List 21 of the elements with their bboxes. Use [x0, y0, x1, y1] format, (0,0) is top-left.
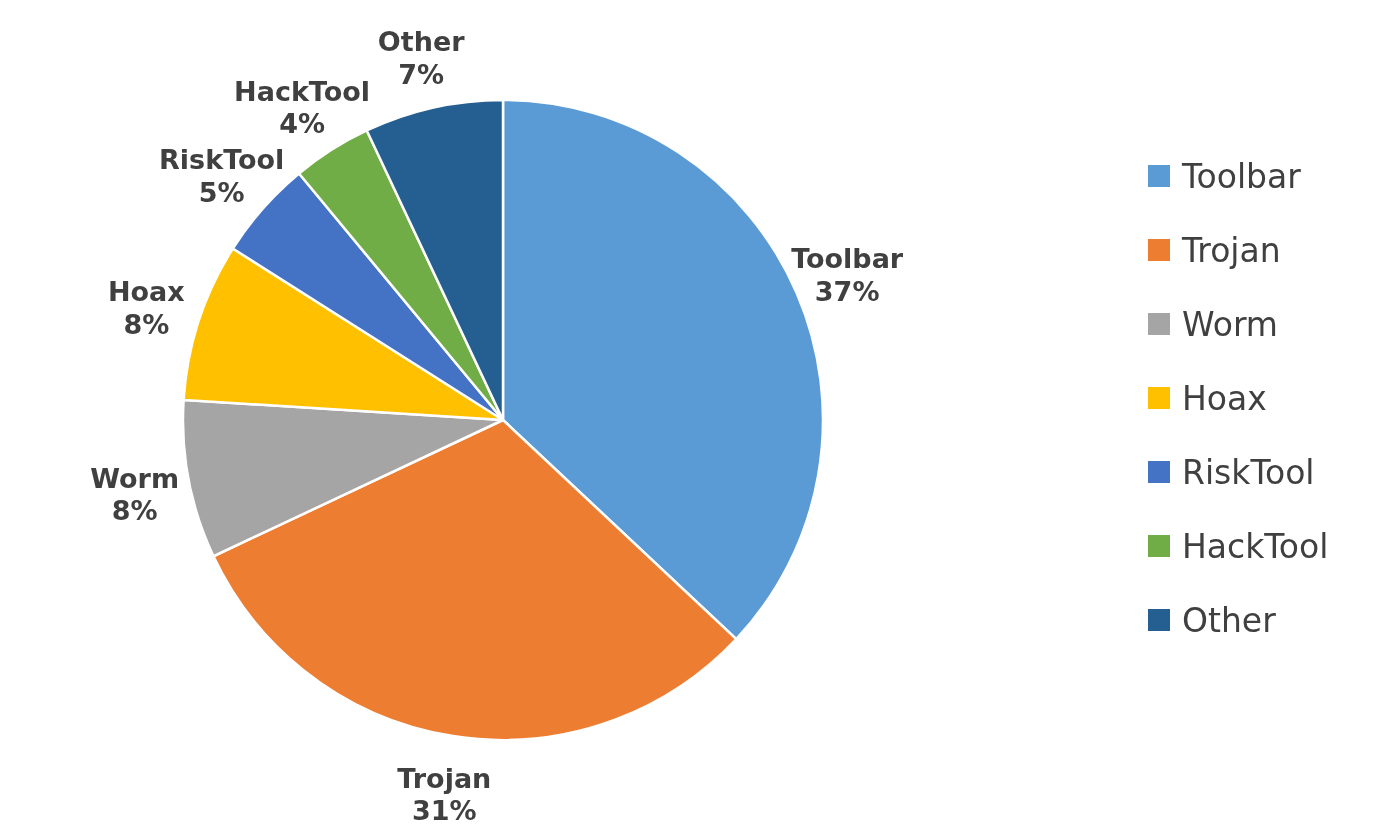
data-label: 5%	[198, 176, 245, 208]
legend-label: RiskTool	[1182, 453, 1315, 492]
slice-label: Hoax	[107, 276, 185, 308]
legend-label: Toolbar	[1181, 157, 1302, 196]
slice-label: Toolbar	[791, 243, 904, 275]
data-label: 8%	[111, 494, 158, 526]
legend-label: Other	[1182, 601, 1277, 640]
slice-label: Trojan	[397, 762, 492, 794]
slice-label: Worm	[90, 462, 180, 494]
slice-label: RiskTool	[159, 144, 285, 176]
legend-label: Trojan	[1181, 231, 1281, 270]
data-label: 37%	[814, 275, 880, 307]
legend-label: HackTool	[1182, 527, 1329, 566]
legend-label: Worm	[1182, 305, 1279, 344]
data-label: 8%	[123, 308, 170, 340]
slice-label: HackTool	[234, 75, 371, 107]
data-label: 31%	[412, 795, 477, 827]
data-label: 4%	[279, 108, 325, 140]
data-label: 7%	[398, 58, 445, 90]
slice-label: Other	[377, 26, 466, 58]
legend-label: Hoax	[1182, 379, 1267, 418]
